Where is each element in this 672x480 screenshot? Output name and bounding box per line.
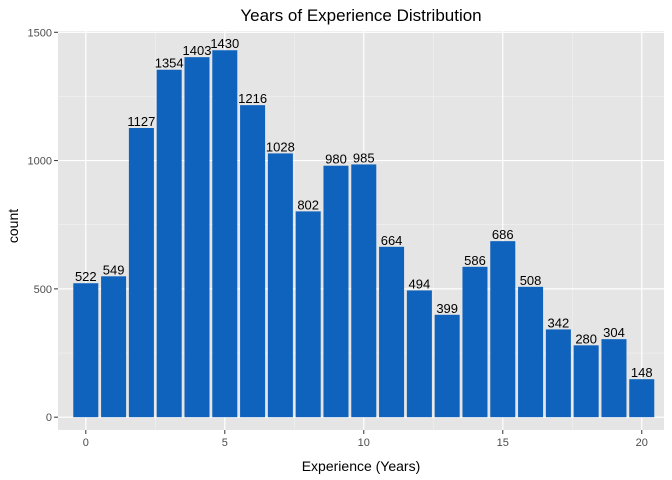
- bar: [434, 314, 460, 418]
- data-label: 148: [631, 365, 653, 380]
- data-label: 399: [436, 301, 458, 316]
- bar: [267, 153, 293, 418]
- y-tick-label: 1500: [28, 27, 52, 39]
- bar: [490, 241, 516, 418]
- data-label: 1430: [210, 36, 239, 51]
- x-tick-label: 5: [222, 437, 228, 449]
- bar: [128, 127, 154, 418]
- data-label: 494: [409, 276, 431, 291]
- bar: [240, 105, 266, 418]
- bar: [629, 379, 655, 418]
- x-axis-ticks: 0 5 10 15 20: [83, 430, 648, 449]
- data-label: 508: [520, 273, 542, 288]
- bar: [295, 211, 321, 418]
- y-tick-label: 0: [46, 412, 52, 424]
- bar: [323, 165, 349, 418]
- bar: [462, 266, 488, 418]
- bar: [573, 345, 599, 418]
- data-label: 586: [464, 253, 486, 268]
- bars: [73, 50, 655, 418]
- y-axis-title: count: [5, 209, 21, 243]
- bar: [73, 283, 99, 418]
- x-tick-label: 20: [636, 437, 648, 449]
- x-tick-label: 10: [358, 437, 370, 449]
- data-label: 686: [492, 227, 514, 242]
- data-label: 342: [548, 315, 570, 330]
- data-label: 1028: [266, 139, 295, 154]
- data-label: 802: [297, 197, 319, 212]
- bar: [351, 164, 377, 418]
- bar: [101, 276, 127, 418]
- bar: [518, 286, 544, 418]
- data-label: 304: [603, 325, 625, 340]
- y-tick-label: 500: [34, 284, 52, 296]
- y-tick-label: 1000: [28, 156, 52, 168]
- data-label: 1354: [155, 56, 184, 71]
- bar: [184, 57, 210, 418]
- data-label: 1216: [238, 91, 267, 106]
- x-tick-label: 0: [83, 437, 89, 449]
- data-label: 664: [381, 233, 403, 248]
- y-axis-ticks: 0 500 1000 1500: [28, 27, 58, 424]
- x-tick-label: 15: [497, 437, 509, 449]
- data-label: 280: [575, 331, 597, 346]
- bar: [212, 50, 238, 418]
- x-axis-title: Experience (Years): [302, 458, 421, 474]
- data-label: 980: [325, 152, 347, 167]
- data-label: 522: [75, 269, 97, 284]
- data-label: 1127: [127, 114, 155, 129]
- bar: [545, 329, 571, 418]
- bar: [156, 69, 182, 418]
- chart-title: Years of Experience Distribution: [240, 6, 481, 25]
- data-label: 549: [103, 262, 125, 277]
- data-label: 985: [353, 150, 375, 165]
- bar: [601, 339, 627, 418]
- bar: [379, 246, 405, 418]
- bar: [406, 290, 432, 418]
- data-label: 1403: [183, 43, 212, 58]
